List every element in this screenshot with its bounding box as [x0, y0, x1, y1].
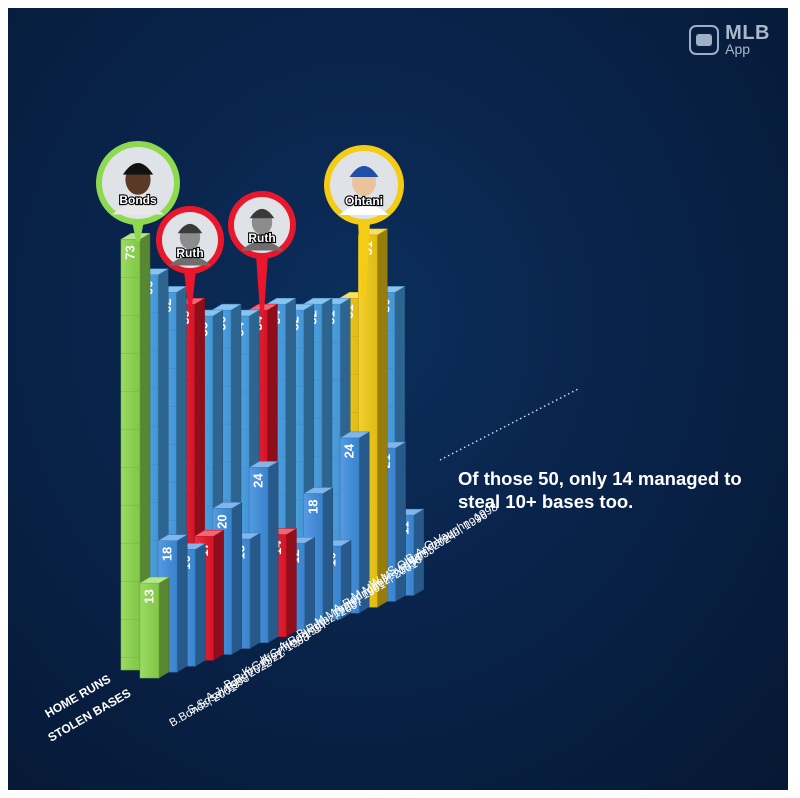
sb-value-label: 18	[305, 500, 320, 514]
badge-name: Ohtani	[345, 194, 383, 208]
mlb-app-logo: MLB App	[689, 22, 770, 57]
mlb-logo-icon	[689, 25, 720, 56]
player-badge: Ruth	[156, 206, 224, 307]
player-photo-icon	[111, 163, 165, 215]
player-photo-icon	[240, 208, 284, 251]
sb-value-label: 13	[142, 589, 157, 603]
sb-value-label: 18	[160, 547, 175, 561]
leader-line	[439, 387, 581, 461]
hr-value-label: 73	[123, 245, 138, 259]
logo-brand: MLB	[725, 22, 770, 44]
logo-sub: App	[725, 41, 751, 57]
sb-bar: 13	[139, 576, 170, 679]
sb-value-label: 24	[251, 473, 266, 488]
badge-name: Ruth	[248, 231, 275, 245]
badge-name: Bonds	[119, 193, 157, 207]
badge-name: Ruth	[176, 246, 203, 260]
sb-value-label: 24	[342, 443, 357, 458]
player-photo-icon	[339, 166, 389, 215]
player-photo-icon	[168, 223, 212, 266]
callout-text: Of those 50, only 14 managed to steal 10…	[458, 468, 742, 512]
player-badge: Bonds	[96, 141, 180, 242]
player-badge: Ohtani	[324, 145, 404, 301]
player-badge: Ruth	[228, 191, 296, 313]
sb-bar: 51	[357, 228, 389, 608]
sb-value-label: 20	[214, 514, 229, 528]
hr-bar: 73	[120, 232, 151, 671]
